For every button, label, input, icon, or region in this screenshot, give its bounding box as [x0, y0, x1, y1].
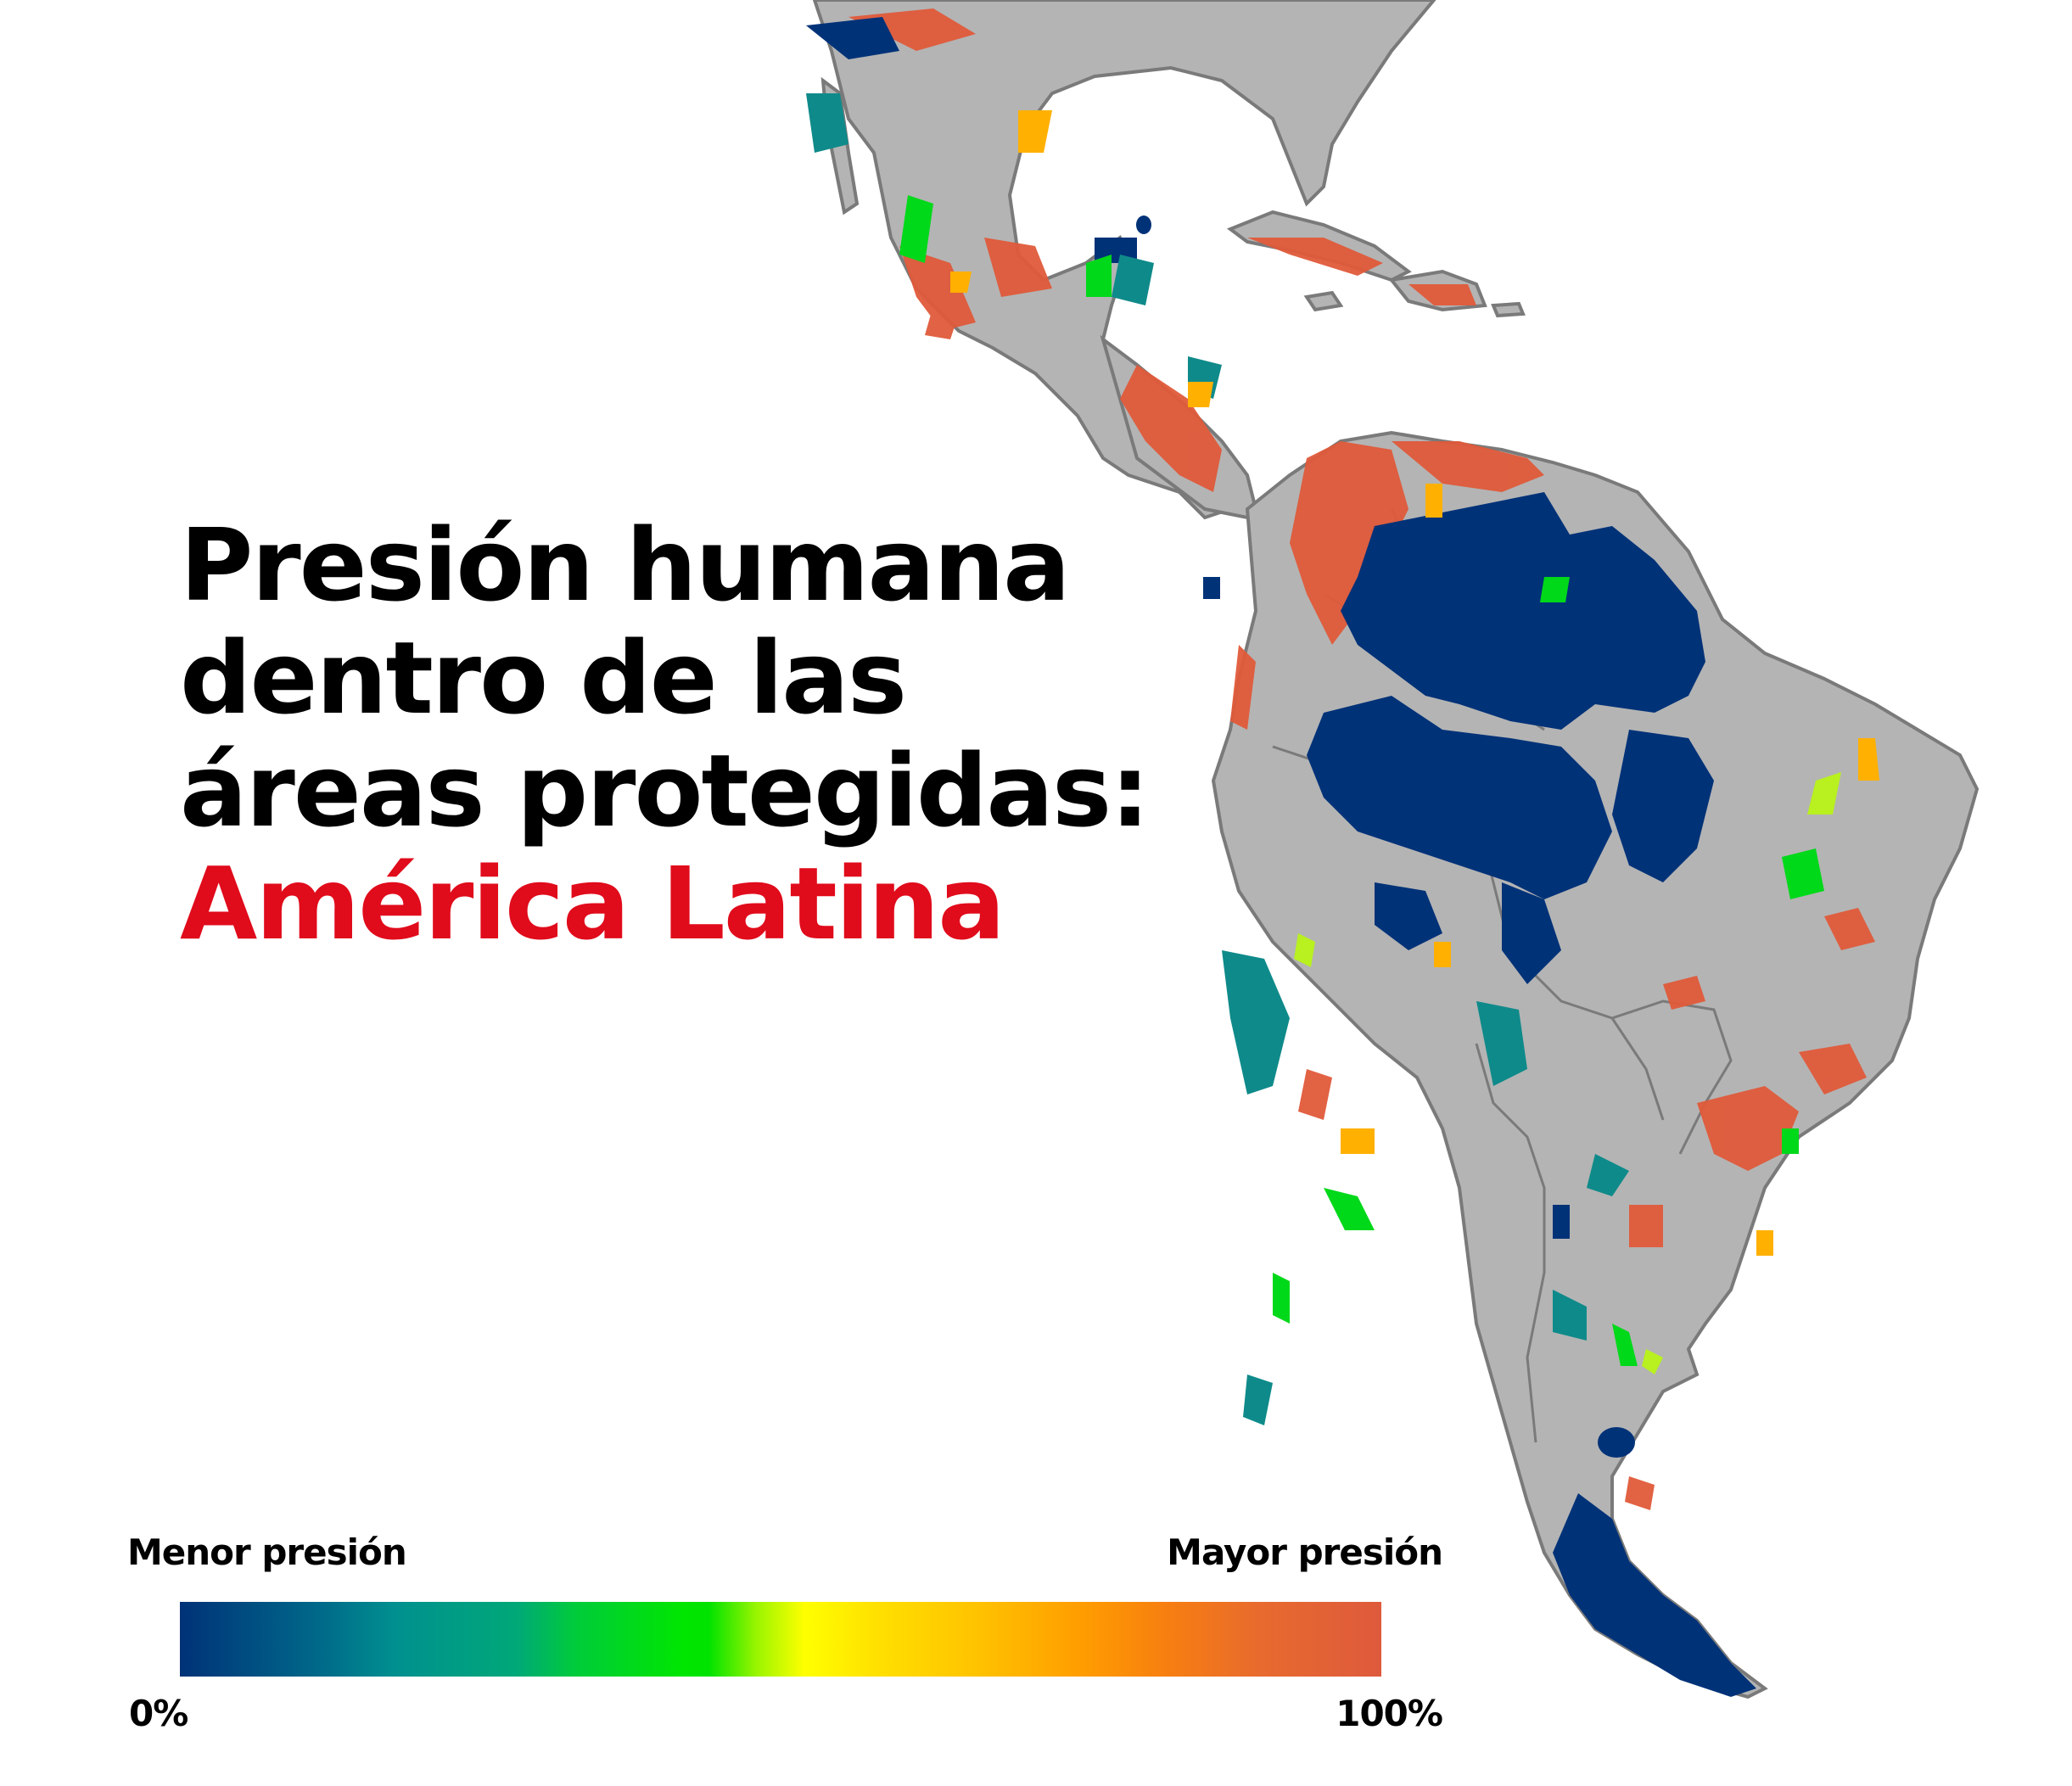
page-title: Presión humana dentro de las áreas prote…	[180, 507, 1150, 962]
color-legend: Menor presión Mayor presión 0% 100%	[127, 1527, 1443, 1748]
low-pressure-areas	[806, 17, 1756, 1697]
medium-high-pressure-areas	[950, 110, 1879, 1256]
legend-gradient-bar	[180, 1602, 1381, 1677]
legend-min-value: 0%	[129, 1693, 188, 1734]
title-line-3: áreas protegidas:	[180, 732, 1150, 849]
medium-pressure-areas	[899, 195, 1824, 1366]
legend-max-value: 100%	[1336, 1693, 1443, 1734]
title-region-highlight: América Latina	[180, 845, 1005, 962]
medium-low-pressure-areas	[806, 93, 1629, 1425]
title-line-2: dentro de las	[180, 619, 907, 736]
high-pressure-areas	[848, 8, 1875, 1612]
legend-min-label: Menor presión	[127, 1531, 407, 1573]
legend-max-label: Mayor presión	[1167, 1531, 1443, 1573]
title-line-1: Presión humana	[180, 507, 1071, 624]
yellow-green-areas	[1294, 772, 1841, 1374]
